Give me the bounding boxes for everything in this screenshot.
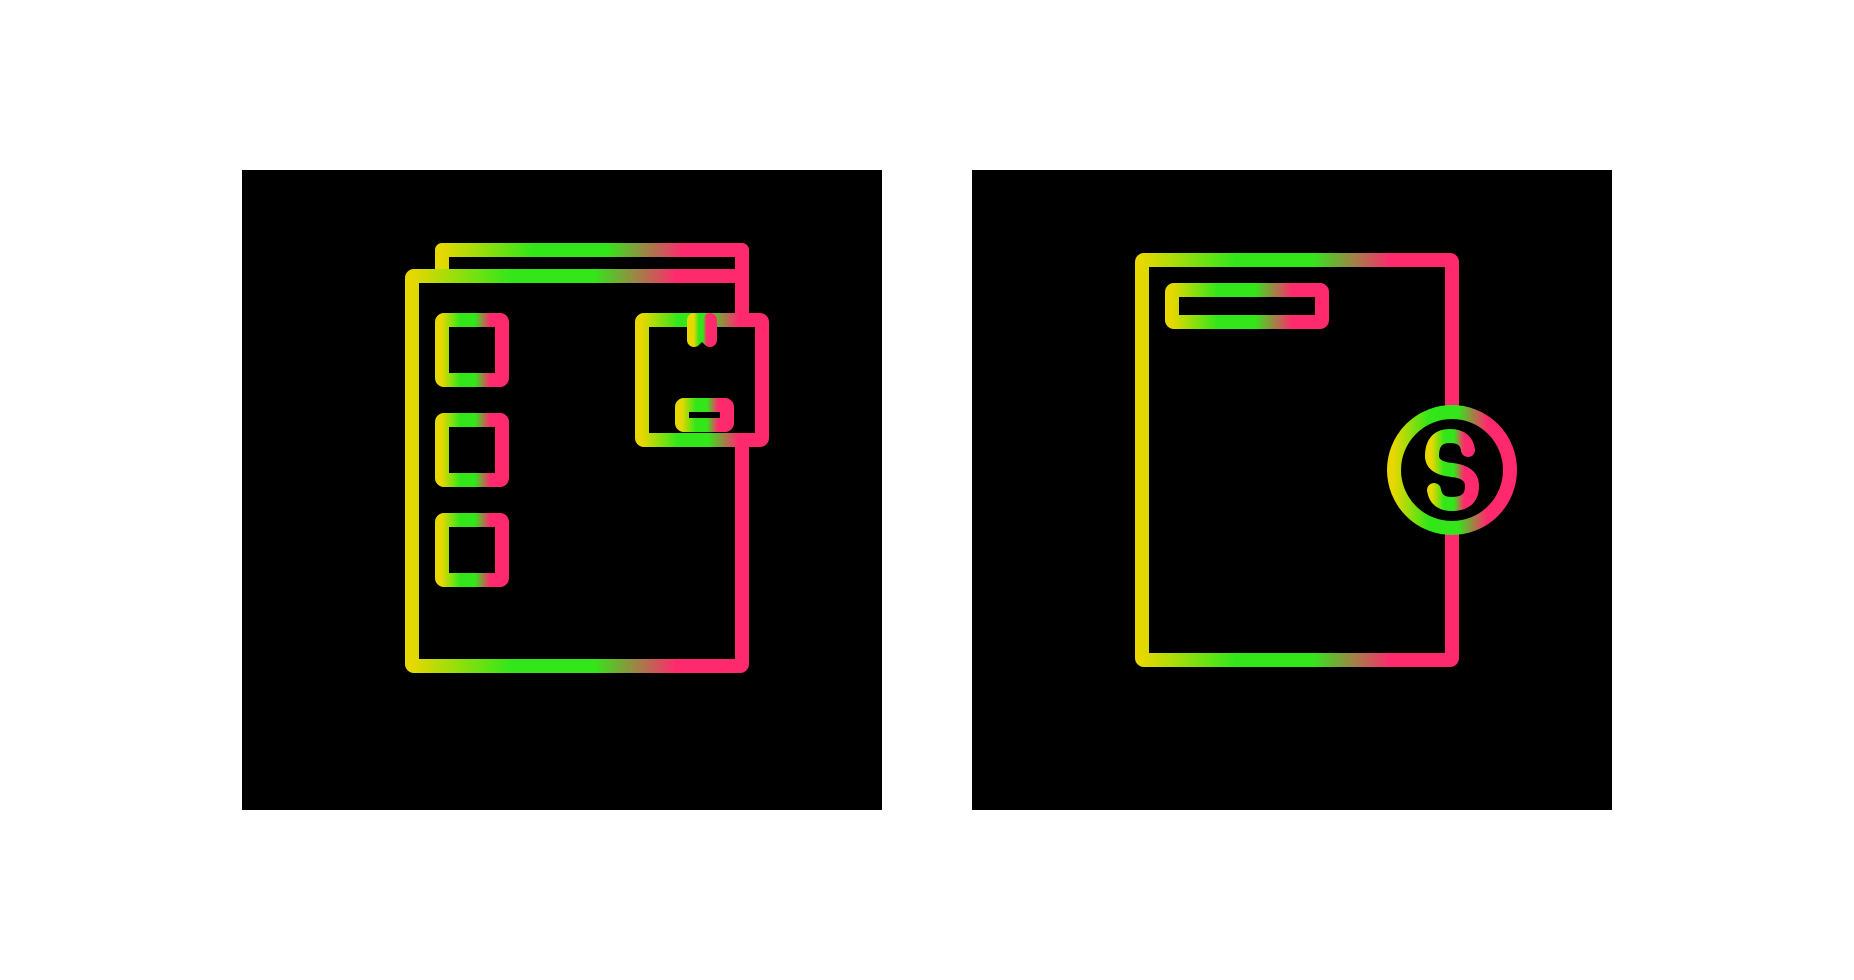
invoice-icon <box>972 170 1612 810</box>
tile-inventory <box>242 170 882 810</box>
inventory-list-icon <box>242 170 882 810</box>
tile-invoice <box>972 170 1612 810</box>
